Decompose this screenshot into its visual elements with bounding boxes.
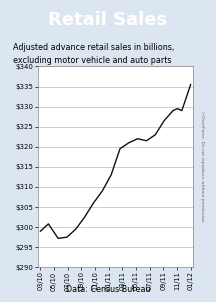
Text: Data: Census Bureau: Data: Census Bureau xyxy=(66,285,150,294)
Text: ©ChartForce  Do not reproduce without permission.: ©ChartForce Do not reproduce without per… xyxy=(200,110,204,223)
Text: Adjusted advance retail sales in billions,
excluding motor vehicle and auto part: Adjusted advance retail sales in billion… xyxy=(13,43,174,65)
Text: Retail Sales: Retail Sales xyxy=(48,11,168,29)
